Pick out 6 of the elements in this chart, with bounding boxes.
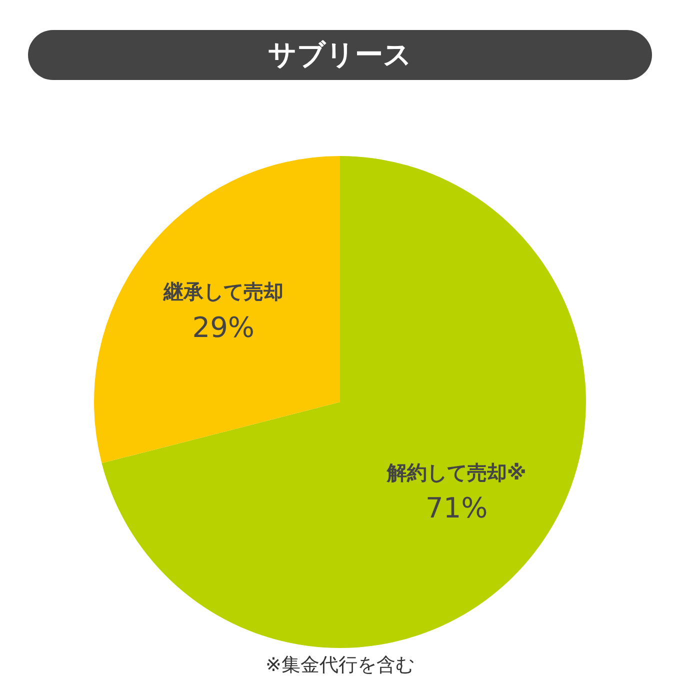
slice-label: 継承して売却	[162, 280, 284, 304]
slice-label: 解約して売却※	[386, 460, 526, 485]
data-label: 29%	[192, 310, 254, 344]
chart-title: サブリース	[28, 30, 652, 80]
data-label: 71%	[426, 492, 488, 525]
text: ※集金代行を含む	[264, 653, 416, 678]
